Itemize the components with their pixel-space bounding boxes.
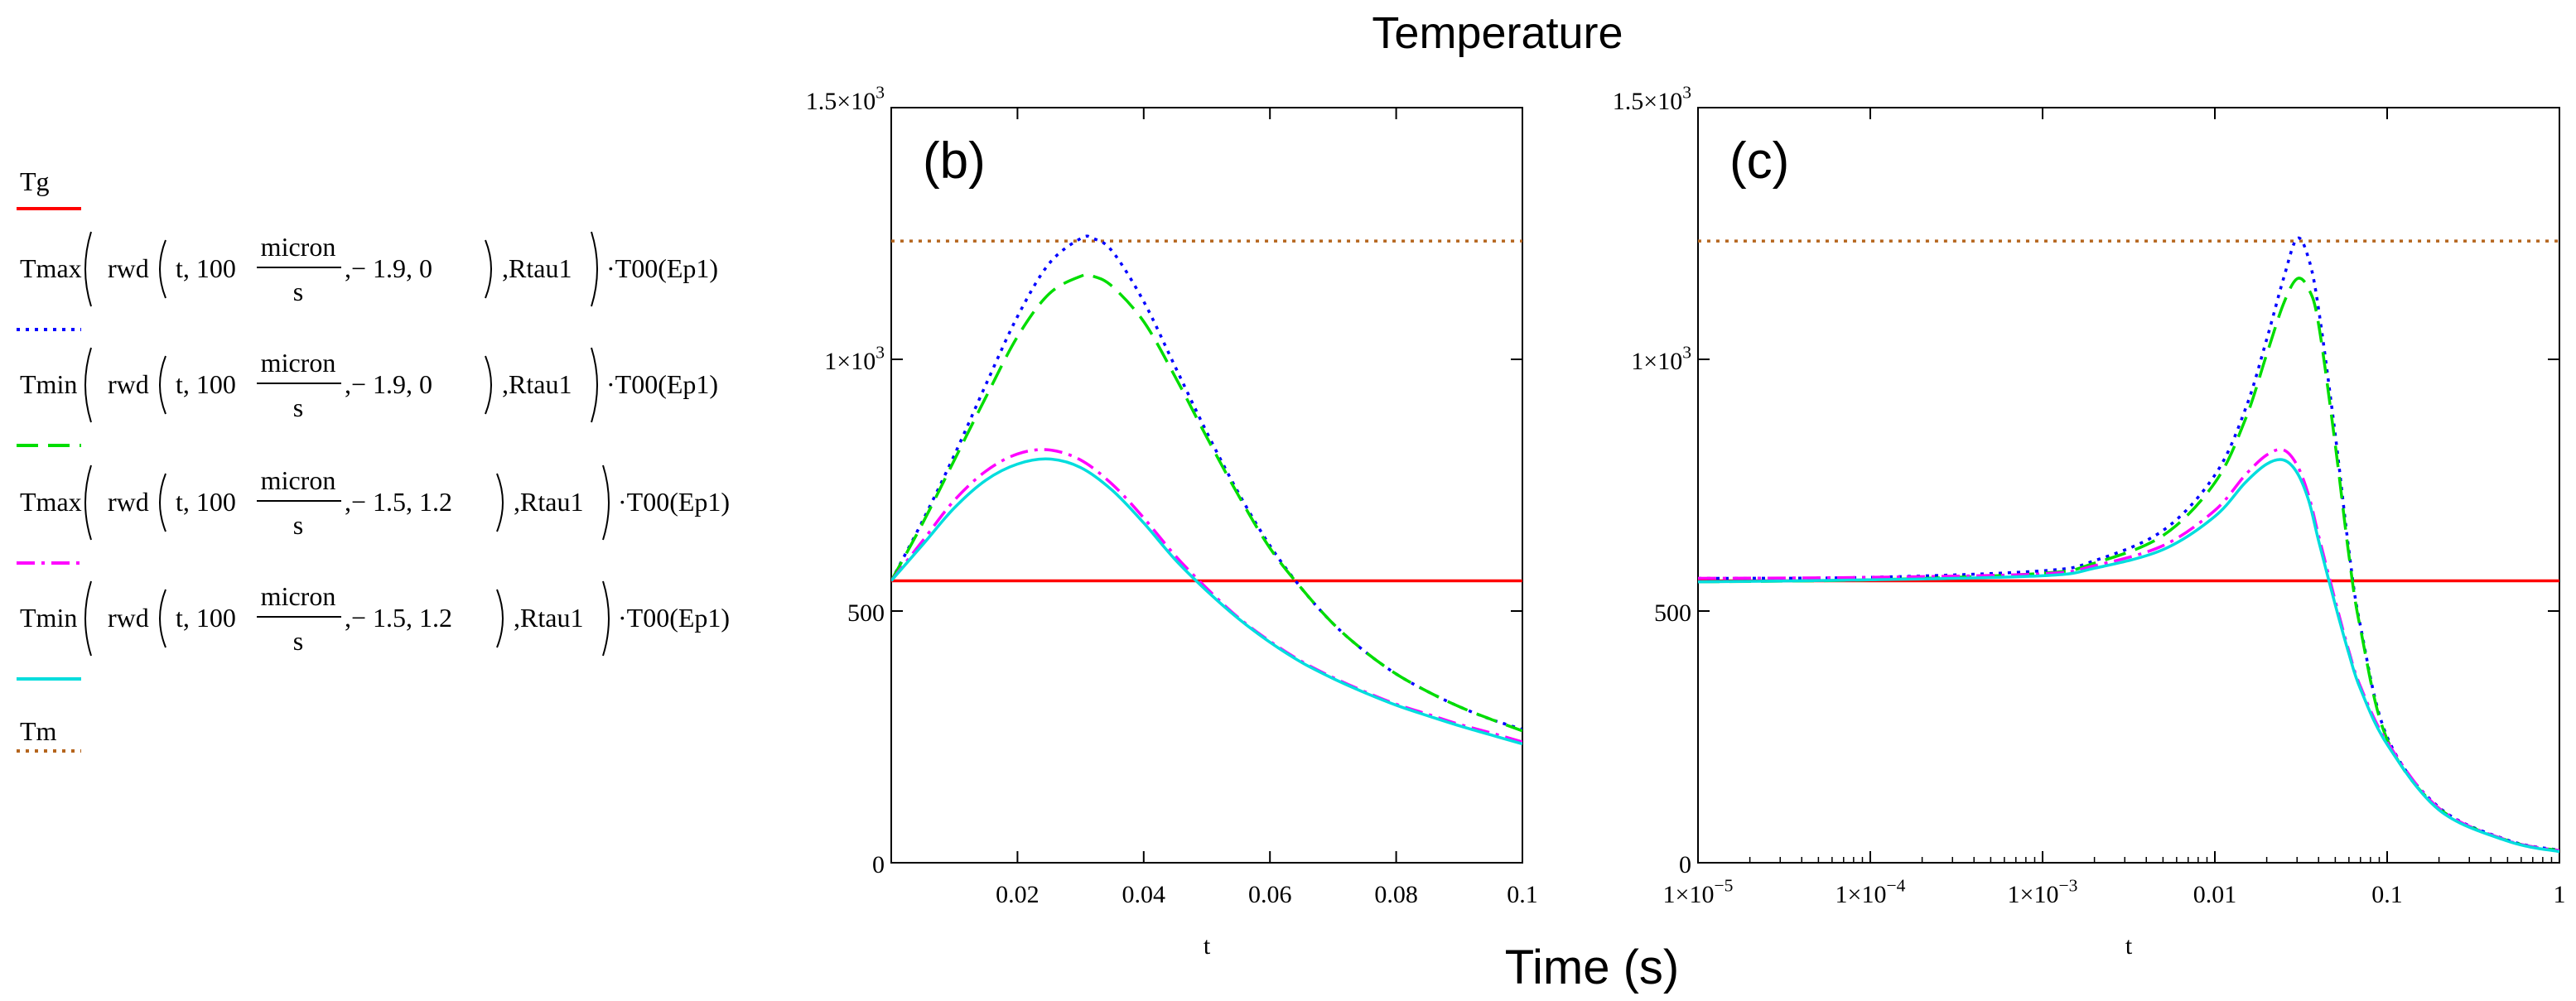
legend-t00: ·T00(Ep1) — [618, 603, 730, 633]
panel-c: 0 500 1×103 1.5×103 1×10−5 1×10−4 1×10−3 0.01 0.… — [1613, 83, 2566, 960]
legend-close-paren-inner — [496, 589, 504, 648]
legend-fraction-denominator: s — [293, 626, 303, 656]
legend-close-paren-outer — [602, 580, 610, 657]
x-tick-label: 0.01 — [2193, 881, 2237, 908]
x-axis-label: t — [2125, 932, 2133, 960]
y-tick-label: 500 — [847, 599, 885, 627]
legend-fraction-denominator: s — [293, 392, 303, 422]
legend-function-name: Tmax — [20, 487, 82, 517]
legend-close-paren-inner — [485, 239, 492, 299]
legend-fraction-denominator: s — [293, 510, 303, 540]
x-tick-label: 1 — [2554, 881, 2566, 908]
legend-rwd-name: rwd — [108, 603, 149, 633]
legend-open-paren-outer — [84, 464, 92, 541]
legend-open-paren-outer — [84, 580, 92, 657]
x-tick-label: 1×10−4 — [1836, 876, 1906, 909]
legend-close-paren-outer — [602, 464, 610, 541]
legend-close-paren-inner — [485, 355, 492, 415]
x-axis-label: t — [1204, 932, 1211, 960]
legend-open-paren-inner — [159, 473, 166, 532]
series-group — [891, 234, 1522, 746]
series-line — [891, 448, 1522, 744]
shared-x-axis-label: Time (s) — [1505, 941, 1679, 994]
legend-fraction-numerator: micron — [261, 465, 336, 495]
legend-fraction-numerator: micron — [261, 581, 336, 611]
legend-close-paren-inner — [496, 473, 504, 532]
legend-rwd-args: t, 100 — [176, 369, 236, 399]
series-line — [1698, 458, 2559, 854]
legend-rwd-params: ,− 1.5, 1.2 — [345, 487, 452, 517]
x-tick-label: 1×10−3 — [2008, 876, 2078, 909]
series-line — [1698, 448, 2559, 853]
legend-fraction-numerator: micron — [261, 232, 336, 262]
x-tick-label: 0.04 — [1122, 881, 1166, 908]
legend-open-paren-outer — [84, 347, 92, 423]
panel-label: (c) — [1729, 132, 1789, 190]
series-line — [1698, 236, 2559, 852]
legend-rwd-name: rwd — [108, 487, 149, 517]
y-tick-label: 1×103 — [824, 343, 885, 376]
legend-function-name: Tmin — [20, 369, 77, 399]
legend-t00: ·T00(Ep1) — [618, 487, 730, 517]
series-line — [891, 457, 1522, 746]
legend-close-paren-outer — [591, 231, 598, 307]
x-tick-label: 1×10−5 — [1663, 876, 1734, 909]
series-group — [1698, 236, 2559, 854]
y-tick-label: 500 — [1654, 599, 1691, 627]
legend-function-name: Tmin — [20, 603, 77, 633]
series-line — [891, 272, 1522, 733]
panel-b: 0 500 1×103 1.5×103 0.02 0.04 0.06 0.08 0.1 t (b) — [806, 83, 1538, 960]
legend-rtau: ,Rtau1 — [502, 369, 572, 399]
legend-rwd-name: rwd — [108, 253, 149, 283]
legend-rwd-args: t, 100 — [176, 487, 236, 517]
legend-function-name: Tmax — [20, 253, 82, 283]
legend-open-paren-inner — [159, 239, 166, 299]
legend-rwd-name: rwd — [108, 369, 149, 399]
x-tick-label: 0.1 — [2371, 881, 2403, 908]
legend-rwd-args: t, 100 — [176, 253, 236, 283]
legend-rwd-args: t, 100 — [176, 603, 236, 633]
legend-rwd-params: ,− 1.9, 0 — [345, 253, 432, 283]
legend-open-paren-inner — [159, 589, 166, 648]
series-line — [1698, 277, 2559, 853]
legend-close-paren-outer — [591, 347, 598, 423]
legend-rwd-params: ,− 1.5, 1.2 — [345, 603, 452, 633]
legend-label: Tm — [20, 716, 57, 746]
series-line — [891, 234, 1522, 731]
legend-rtau: ,Rtau1 — [514, 603, 583, 633]
legend-rwd-params: ,− 1.9, 0 — [345, 369, 432, 399]
figure-title: Temperature — [1372, 8, 1623, 58]
x-tick-label: 0.1 — [1507, 881, 1538, 908]
panel-label: (b) — [923, 132, 986, 190]
legend-open-paren-inner — [159, 355, 166, 415]
legend-fraction-denominator: s — [293, 277, 303, 306]
x-tick-label: 0.06 — [1248, 881, 1292, 908]
legend-t00: ·T00(Ep1) — [606, 369, 718, 399]
y-tick-label: 0 — [1679, 851, 1691, 878]
plot-frame — [890, 107, 1523, 864]
legend-rtau: ,Rtau1 — [502, 253, 572, 283]
y-tick-label: 0 — [872, 851, 885, 878]
x-tick-label: 0.08 — [1374, 881, 1418, 908]
legend-open-paren-outer — [84, 231, 92, 307]
legend-rtau: ,Rtau1 — [514, 487, 583, 517]
legend-fraction-numerator: micron — [261, 348, 336, 378]
legend-label: Tg — [20, 166, 50, 196]
y-tick-label: 1×103 — [1631, 343, 1691, 376]
legend-t00: ·T00(Ep1) — [606, 253, 718, 283]
x-tick-label: 0.02 — [996, 881, 1040, 908]
plot-frame — [1697, 107, 2560, 864]
y-tick-label: 1.5×103 — [806, 83, 885, 116]
y-tick-label: 1.5×103 — [1613, 83, 1691, 116]
